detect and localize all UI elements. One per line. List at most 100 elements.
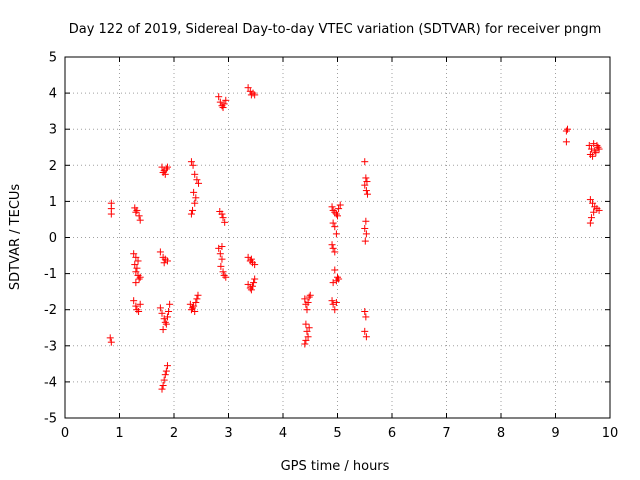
data-point [191,170,199,178]
data-point [194,291,202,299]
data-point [187,158,195,166]
data-point [332,230,340,238]
data-point [217,262,225,270]
data-point [331,306,339,314]
x-tick-label: 5 [333,426,341,441]
data-point [130,297,138,305]
data-point [136,216,144,224]
data-point [562,127,570,135]
data-point [195,179,203,187]
data-point [328,297,336,305]
data-point [132,208,140,216]
y-tick-label: -3 [44,339,57,354]
data-point [362,333,370,341]
data-point [362,230,370,238]
data-point [158,385,166,393]
data-point [329,279,337,287]
data-point [247,255,255,263]
data-point [215,93,223,101]
data-point [586,196,594,204]
data-point [589,152,597,160]
data-point [331,223,339,231]
data-point [218,243,226,251]
data-point [222,273,230,281]
x-tick-label: 3 [224,426,232,441]
tick-layer: 0 1 2 3 4 5 6 7 8 9 10 -5 -4 -3 -2 -1 0 1 2 3 4 5 [44,51,618,442]
data-point [193,295,201,303]
data-point [215,244,223,252]
data-point [244,84,252,92]
y-tick-label: 4 [49,87,57,102]
y-axis-label: SDTVAR / TECUs [8,184,23,291]
data-point [332,210,340,218]
data-point [216,98,224,106]
data-point [585,141,593,149]
data-point [329,244,337,252]
data-point [191,199,199,207]
data-point [301,295,309,303]
data-point [332,298,340,306]
data-point [163,313,171,321]
data-point [589,199,597,207]
data-points [106,84,603,393]
data-point [563,125,571,133]
data-point [303,306,311,314]
data-point [334,273,341,281]
x-tick-label: 7 [442,426,450,441]
data-point [301,340,309,348]
data-point [192,298,200,306]
data-point [335,275,343,283]
data-point [362,217,370,225]
data-point [219,104,227,112]
data-point [304,333,312,341]
data-point [363,178,371,186]
data-point [133,206,141,214]
data-point [562,138,570,146]
data-point [163,362,171,370]
x-tick-label: 4 [279,426,287,441]
data-point [329,300,337,308]
data-point [247,286,255,294]
data-point [163,257,171,265]
x-tick-label: 6 [388,426,396,441]
data-point [161,170,169,178]
data-point [362,187,370,195]
data-point [163,163,171,171]
data-point [162,367,170,375]
data-point [586,219,594,227]
data-point [132,268,140,276]
data-point [248,282,256,290]
chart-title: Day 122 of 2019, Sidereal Day-to-day VTE… [69,22,602,37]
data-point [132,302,140,310]
data-point [595,145,603,153]
data-point [165,308,173,316]
y-tick-label: 3 [49,123,57,138]
data-point [590,208,598,216]
y-tick-label: 0 [49,231,57,246]
data-point [134,257,142,265]
data-point [219,268,227,276]
data-point [191,308,199,316]
data-point [362,313,370,321]
data-point [305,324,313,332]
data-point [136,273,144,281]
data-point [186,300,194,308]
data-point [136,300,144,308]
data-point [362,174,370,182]
data-point [107,210,115,218]
data-point [250,279,258,287]
x-tick-label: 10 [602,426,619,441]
data-point [220,100,228,108]
data-point [130,250,138,258]
data-point [595,206,603,214]
data-point [304,298,312,306]
data-point [159,382,167,390]
data-point [244,280,252,288]
data-point [218,255,226,263]
y-tick-label: 5 [49,51,57,66]
x-axis-label: GPS time / hours [281,459,390,474]
x-tick-label: 8 [497,426,505,441]
data-point [361,158,369,166]
data-point [192,194,200,202]
